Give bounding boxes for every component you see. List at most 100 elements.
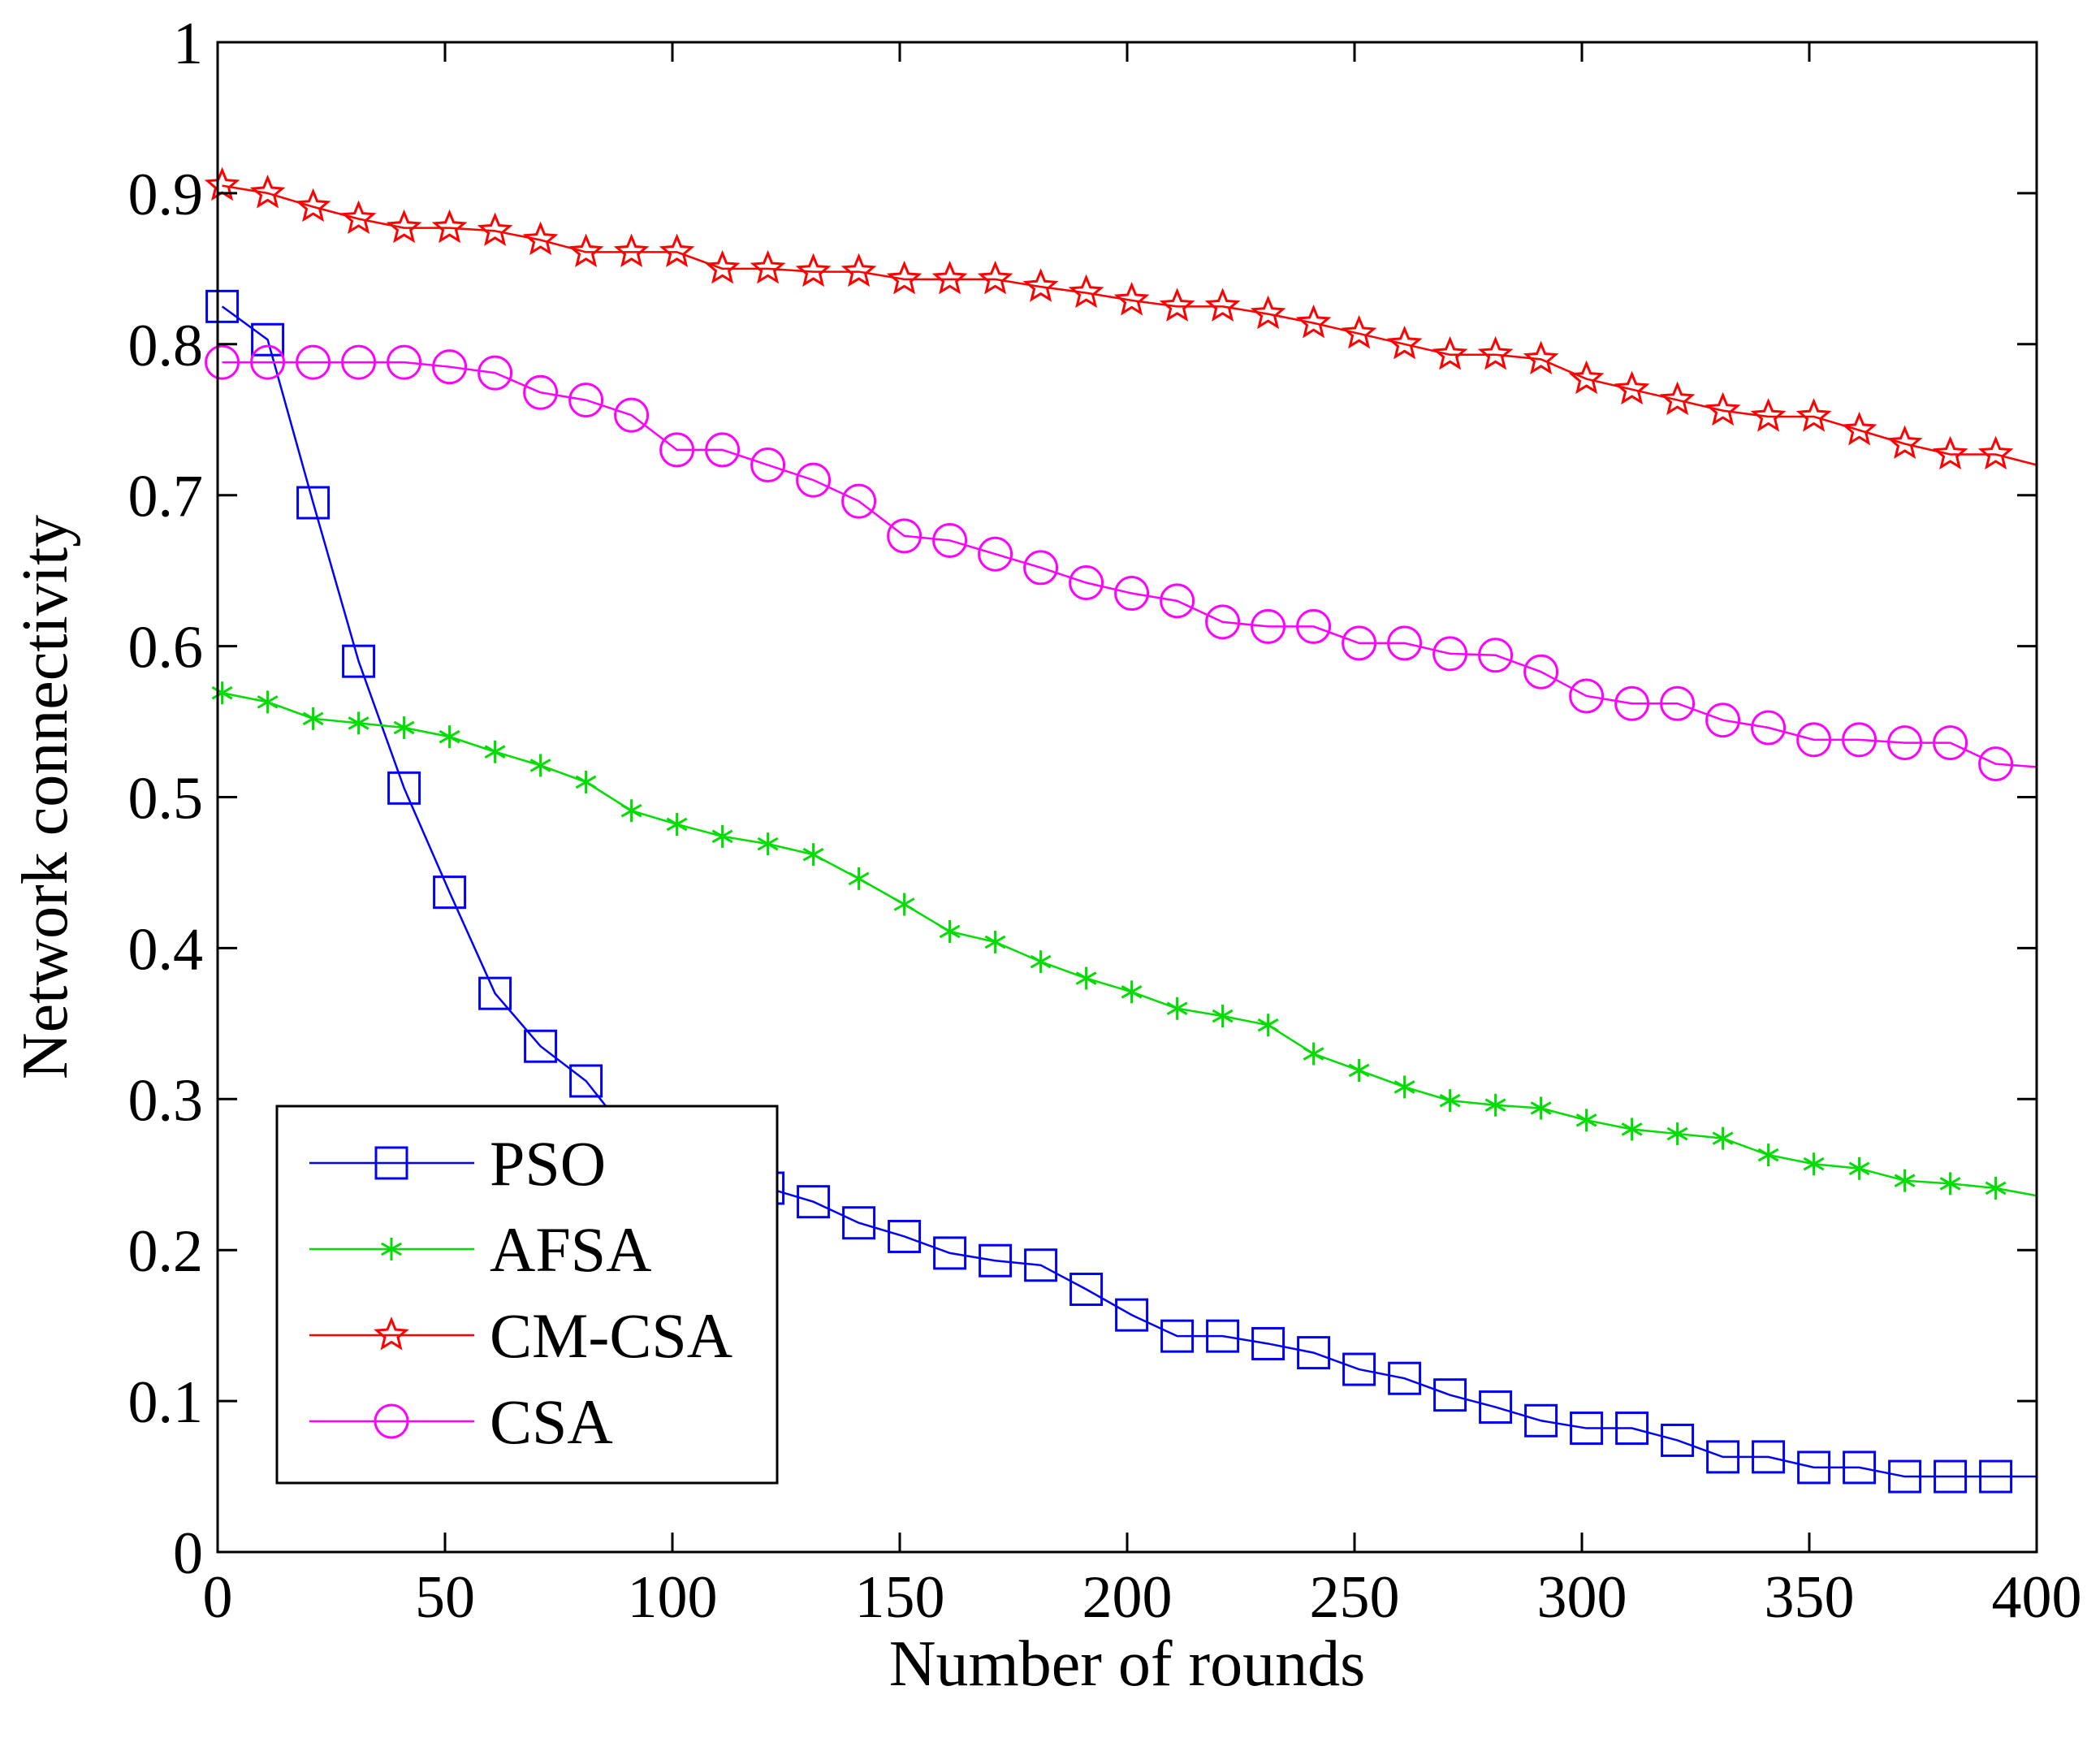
data-point-pso [296,486,331,520]
marker-stroke [984,935,1006,949]
marker-stroke [802,847,824,862]
data-point-csa [1342,625,1377,661]
marker-stroke [1439,1093,1461,1108]
data-point-afsa [984,930,1006,953]
marker-stroke [529,759,551,772]
data-point-pso [1206,1319,1240,1353]
data-point-afsa [1530,1096,1552,1120]
y-tick-label: 0.4 [128,916,204,983]
data-point-cm-csa [886,260,923,295]
data-point-csa [614,397,650,433]
data-point-pso [387,771,421,805]
data-point-cm-csa [1977,435,2014,470]
x-tick-label: 250 [1310,1564,1400,1631]
data-point-afsa [1394,1075,1415,1099]
marker-stroke [484,745,506,759]
data-point-pso [1524,1403,1558,1438]
x-tick-label: 200 [1082,1564,1173,1631]
x-tick-label: 50 [415,1564,475,1631]
data-point-csa [1660,685,1696,721]
data-point-pso [1342,1352,1376,1386]
marker-stroke [348,716,369,730]
data-point-pso [205,289,240,323]
data-point-csa [841,483,877,519]
data-point-afsa [802,843,824,867]
data-point-csa [1751,710,1787,746]
data-point-afsa [848,867,870,890]
data-point-cm-csa [1022,268,1059,302]
data-point-afsa [666,812,688,836]
data-point-cm-csa [249,174,286,209]
data-point-afsa [711,824,733,848]
data-point-afsa [939,919,961,943]
data-point-csa [887,518,923,554]
data-point-afsa [1621,1118,1643,1141]
data-point-cm-csa [431,209,468,244]
data-point-csa [1478,638,1514,673]
data-point-pso [1160,1319,1195,1353]
marker-stroke [211,685,233,700]
data-point-afsa [757,832,779,856]
data-point-csa [1251,608,1286,644]
data-point-csa [341,344,377,380]
marker-stroke [381,1242,402,1256]
series-pso [205,289,2037,1494]
data-point-cm-csa [1932,435,1968,470]
data-point-afsa [1030,950,1052,974]
data-point-cm-csa [659,233,695,267]
data-point-pso [1888,1459,1922,1494]
data-point-afsa [620,799,642,823]
data-point-afsa [1303,1042,1324,1066]
marker-stroke [1985,1181,2007,1195]
marker-stroke [893,897,915,911]
data-point-csa [1114,576,1150,612]
data-point-afsa [484,740,506,763]
data-point-pso [569,1064,603,1098]
legend-entry-afsa: AFSA [309,1214,651,1285]
legend-marker-pso [374,1146,408,1180]
marker-stroke [1394,1080,1415,1094]
data-point-afsa [1439,1089,1461,1113]
data-point-afsa [1894,1169,1916,1192]
data-point-afsa [1803,1152,1825,1176]
x-tick-label: 300 [1537,1564,1627,1631]
y-axis-title: Network connectivity [10,515,81,1079]
data-point-csa [205,344,240,380]
data-point-afsa [1712,1126,1734,1150]
data-point-cm-csa [1841,411,1877,446]
data-point-pso [1843,1450,1877,1485]
data-point-cm-csa [1614,370,1650,405]
data-point-csa [978,536,1013,572]
marker-stroke [1348,1063,1370,1078]
legend-label-csa: CSA [490,1386,613,1457]
data-point-cm-csa [1250,295,1286,330]
marker-stroke [302,711,324,726]
legend-marker-csa [374,1403,409,1439]
data-point-csa [432,349,468,385]
data-point-pso [478,976,512,1010]
data-point-cm-csa [1068,274,1104,309]
data-point-afsa [1257,1014,1279,1037]
data-point-pso [1797,1450,1831,1485]
data-point-pso [1388,1361,1422,1395]
marker-stroke [439,729,460,744]
data-point-cm-csa [1432,335,1468,370]
data-point-pso [251,322,285,357]
data-point-cm-csa [1341,314,1377,349]
marker-stroke [666,817,688,832]
data-point-pso [1479,1390,1513,1425]
data-point-pso [842,1206,876,1240]
marker-stroke [848,871,870,886]
marker-stroke [1530,1101,1552,1115]
marker-stroke [1803,1157,1825,1171]
data-point-csa [523,374,559,410]
legend-box [275,1105,779,1485]
marker-stroke [1257,1018,1279,1032]
data-point-csa [796,462,832,498]
data-point-afsa [257,690,279,714]
data-point-pso [933,1236,967,1270]
data-point-csa [1387,625,1423,661]
data-point-csa [932,522,968,558]
data-point-csa [1569,678,1605,714]
